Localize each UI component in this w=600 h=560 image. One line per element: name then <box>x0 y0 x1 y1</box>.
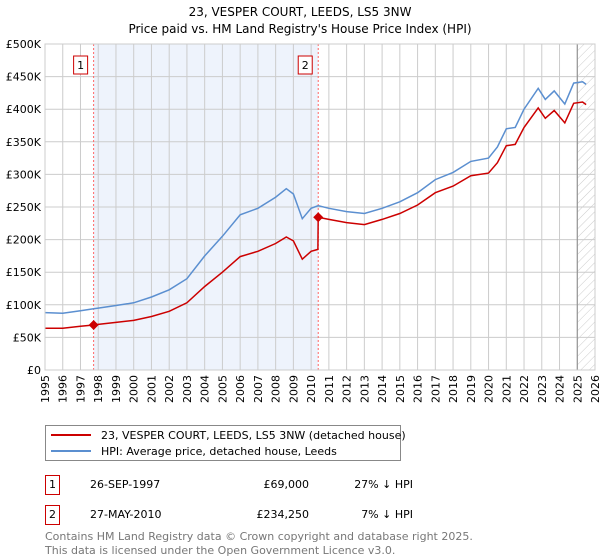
chart-subtitle: Price paid vs. HM Land Registry's House … <box>128 22 471 36</box>
transaction-date: 27-MAY-2010 <box>90 508 162 521</box>
plot-border <box>44 43 596 371</box>
transaction-marker: 2 <box>45 505 60 525</box>
sale-point-marker <box>88 320 99 331</box>
legend-label: 23, VESPER COURT, LEEDS, LS5 3NW (detach… <box>101 428 406 442</box>
y-tick-label: £300K <box>6 168 42 181</box>
y-tick-label: £200K <box>6 234 42 247</box>
x-tick-label: 2005 <box>216 375 229 403</box>
x-tick-label: 2016 <box>412 375 425 403</box>
x-tick-label: 1999 <box>110 375 123 403</box>
legend-swatch-red <box>51 434 91 436</box>
x-tick-label: 2004 <box>199 375 212 403</box>
x-tick-label: 2007 <box>252 375 265 403</box>
x-tick-label: 1995 <box>39 375 52 403</box>
hpi-line <box>44 81 587 315</box>
x-tick-label: 2026 <box>589 375 600 403</box>
transaction-row: 1 26-SEP-1997 £69,000 27% ↓ HPI <box>45 475 445 495</box>
transaction-row: 2 27-MAY-2010 £234,250 7% ↓ HPI <box>45 505 445 525</box>
x-tick-label: 2013 <box>358 375 371 403</box>
x-tick-label: 1996 <box>57 375 70 403</box>
x-tick-label: 2018 <box>447 375 460 403</box>
x-tick-label: 1998 <box>92 375 105 403</box>
y-tick-label: £500K <box>6 38 42 51</box>
x-tick-label: 2020 <box>483 375 496 403</box>
transaction-date: 26-SEP-1997 <box>90 478 161 491</box>
x-tick-label: 2012 <box>341 375 354 403</box>
sale-label-box <box>297 55 313 75</box>
footer-licence: This data is licensed under the Open Gov… <box>45 544 396 557</box>
x-tick-label: 2024 <box>554 375 567 403</box>
x-tick-label: 2015 <box>394 375 407 403</box>
x-tick-label: 2023 <box>536 375 549 403</box>
y-tick-label: £100K <box>6 299 42 312</box>
x-tick-label: 2017 <box>429 375 442 403</box>
x-tick-label: 2001 <box>145 375 158 403</box>
x-tick-label: 2006 <box>234 375 247 403</box>
transaction-hpi: 27% ↓ HPI <box>354 478 413 491</box>
x-tick-label: 2021 <box>500 375 513 403</box>
x-tick-label: 2014 <box>376 375 389 403</box>
y-tick-label: £150K <box>6 266 42 279</box>
x-tick-label: 2009 <box>287 375 300 403</box>
sale-point-marker <box>313 212 324 223</box>
footer-copyright: Contains HM Land Registry data © Crown c… <box>45 530 473 543</box>
chart-title: 23, VESPER COURT, LEEDS, LS5 3NW <box>189 5 412 19</box>
sale-label: 1 <box>77 59 84 72</box>
legend-item-hpi: HPI: Average price, detached house, Leed… <box>46 443 337 459</box>
price-chart: 23, VESPER COURT, LEEDS, LS5 3NW Price p… <box>6 5 600 403</box>
y-tick-label: £250K <box>6 201 42 214</box>
x-tick-label: 2003 <box>181 375 194 403</box>
x-tick-label: 2011 <box>323 375 336 403</box>
x-tick-label: 2002 <box>163 375 176 403</box>
x-tick-label: 2010 <box>305 375 318 403</box>
x-tick-label: 2008 <box>270 375 283 403</box>
y-tick-label: £0 <box>27 364 41 377</box>
legend-label: HPI: Average price, detached house, Leed… <box>101 444 337 458</box>
x-tick-label: 2019 <box>465 375 478 403</box>
x-tick-label: 2000 <box>128 375 141 403</box>
sale-label: 2 <box>302 59 309 72</box>
sale-label-box <box>73 55 89 75</box>
y-tick-label: £400K <box>6 103 42 116</box>
transaction-price: £234,250 <box>256 508 310 521</box>
transaction-price: £69,000 <box>263 478 310 491</box>
x-tick-label: 2025 <box>571 375 584 403</box>
transaction-marker: 1 <box>45 475 60 495</box>
y-tick-label: £50K <box>13 331 42 344</box>
y-tick-label: £450K <box>6 71 42 84</box>
legend-swatch-blue <box>51 450 91 452</box>
legend-item-property: 23, VESPER COURT, LEEDS, LS5 3NW (detach… <box>46 427 406 443</box>
property-price-line <box>45 101 587 330</box>
transaction-hpi: 7% ↓ HPI <box>361 508 413 521</box>
legend: 23, VESPER COURT, LEEDS, LS5 3NW (detach… <box>45 425 406 461</box>
x-tick-label: 1997 <box>74 375 87 403</box>
y-tick-label: £350K <box>6 136 42 149</box>
x-tick-label: 2022 <box>518 375 531 403</box>
